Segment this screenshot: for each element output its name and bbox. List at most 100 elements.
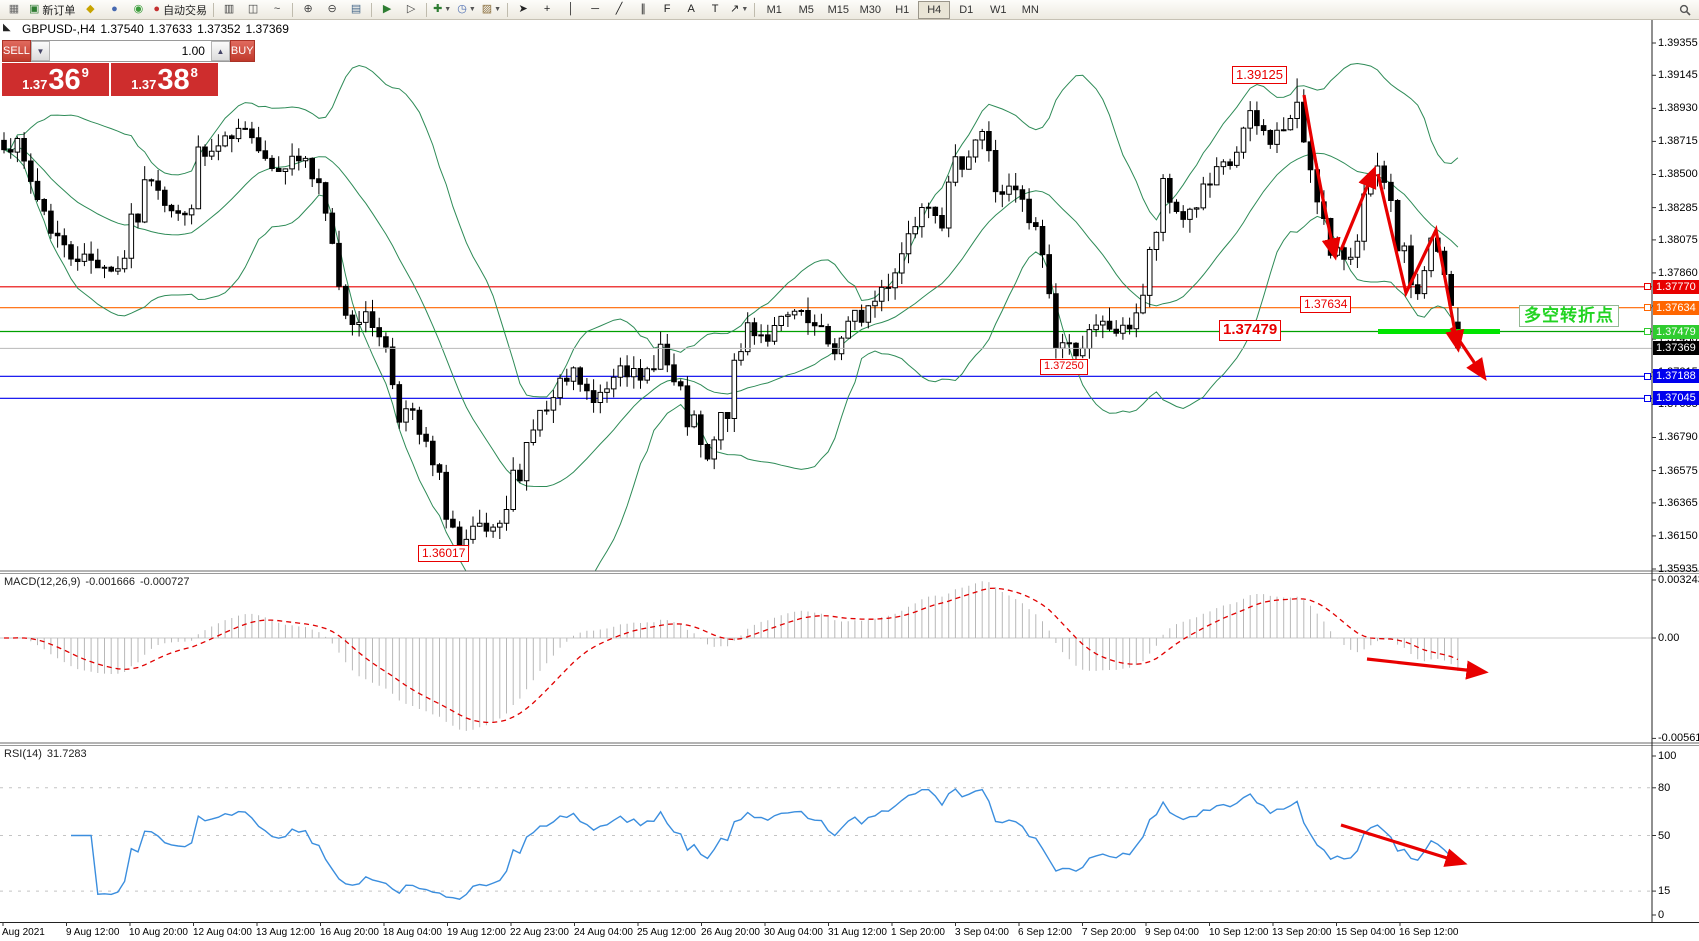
timeframe-m5[interactable]: M5 <box>798 3 814 16</box>
sell-button[interactable]: SELL <box>2 40 31 62</box>
line-endpoint-marker[interactable] <box>1644 283 1651 290</box>
templates-icon[interactable]: ▨ ▼ <box>481 3 502 15</box>
time-label: 18 Aug 04:00 <box>383 927 442 938</box>
crosshair-icon[interactable]: + <box>543 3 551 15</box>
bar-chart-icon[interactable]: ▥ <box>223 3 235 15</box>
rsi-indicator <box>0 787 1652 900</box>
label-icon[interactable]: T <box>711 3 719 15</box>
line-endpoint-marker[interactable] <box>1644 395 1651 402</box>
timeframe-h1[interactable]: H1 <box>895 3 910 16</box>
price-tag: 1.37479 <box>1653 325 1699 339</box>
timeframe-m30[interactable]: M30 <box>859 3 881 16</box>
price-tick: 1.36790 <box>1658 431 1698 443</box>
price-tick: 1.38500 <box>1658 168 1698 180</box>
auto-scroll-icon[interactable]: ▶ <box>382 3 392 15</box>
time-label: 19 Aug 12:00 <box>447 927 506 938</box>
timeframe-m1[interactable]: M1 <box>766 3 782 16</box>
alerts-icon[interactable]: ◉ <box>133 3 144 15</box>
candlestick-chart-icon[interactable]: ◫ <box>247 3 259 15</box>
time-label: 6 Sep 12:00 <box>1018 927 1072 938</box>
timeframe-mn[interactable]: MN <box>1021 3 1039 16</box>
zoom-out-icon[interactable]: ⊖ <box>327 3 337 15</box>
price-tag: 1.37188 <box>1653 369 1699 383</box>
toolbar-separator <box>426 2 428 17</box>
peak-price-label[interactable]: 1.39125 <box>1232 66 1287 85</box>
time-label: 31 Aug 12:00 <box>828 927 887 938</box>
horizontal-line-icon[interactable]: ─ <box>591 3 599 15</box>
turning-point-label[interactable]: 多空转折点 <box>1519 305 1619 328</box>
toolbar-icons: ▦ ▣ 新订单 ◆ ● ◉ ● 自动交易 ▥ ◫ ~ ⊕ ⊖ ▤ ▶ ▷ ✚ ▼ ◷ ▼ ▨ ▼ ➤ + │ ─ ╱ ∥ F A T ↗ ▼ <box>2 0 758 19</box>
price-tick: 1.35935 <box>1658 563 1698 575</box>
one-click-collapse-icon[interactable]: ◣ <box>3 22 11 33</box>
vertical-line-icon[interactable]: │ <box>567 3 575 15</box>
indicators-icon[interactable]: ✚ ▼ <box>433 3 452 15</box>
timeframe-w1[interactable]: W1 <box>990 3 1007 16</box>
search-icon[interactable] <box>1673 0 1697 19</box>
zoom-in-icon[interactable]: ⊕ <box>303 3 313 15</box>
channel-icon[interactable]: ∥ <box>640 3 646 15</box>
volume-increase-button[interactable]: ▲ <box>210 41 230 61</box>
time-label: 3 Sep 04:00 <box>955 927 1009 938</box>
chevron-down-icon: ▼ <box>741 6 749 13</box>
drop-arrow <box>1302 94 1341 261</box>
buy-quote[interactable]: 1.37 38 8 <box>111 63 218 96</box>
chart-styler-icon[interactable]: ◆ <box>86 3 95 15</box>
volume-spinner: ▼ ▲ <box>30 40 230 62</box>
lower-support-price-label[interactable]: 1.37250 <box>1040 359 1088 375</box>
price-tick: 1.38930 <box>1658 102 1698 114</box>
price-tick: 1.37860 <box>1658 267 1698 279</box>
macd-indicator <box>0 581 1652 731</box>
price-tick: 1.36365 <box>1658 497 1698 509</box>
trendline-icon[interactable]: ╱ <box>615 3 623 15</box>
sell-quote[interactable]: 1.37 36 9 <box>2 63 109 96</box>
new-order-icon[interactable]: ▣ 新订单 <box>29 3 76 17</box>
ohlc-high: 1.37633 <box>148 22 193 36</box>
time-label: 22 Aug 23:00 <box>510 927 569 938</box>
time-label: 12 Aug 04:00 <box>193 927 252 938</box>
support-price-label[interactable]: 1.37479 <box>1219 320 1282 341</box>
timeframe-toolbar: M1 M5 M15 M30 H1 H4 D1 W1 MN <box>758 0 1046 19</box>
arrows-icon[interactable]: ↗ ▼ <box>730 3 749 15</box>
periods-icon[interactable]: ◷ ▼ <box>457 3 476 15</box>
chart-title: GBPUSD-,H4 1.37540 1.37633 1.37352 1.37369 <box>22 22 294 36</box>
volume-input[interactable] <box>49 41 211 61</box>
time-label: 16 Aug 20:00 <box>320 927 379 938</box>
line-chart-icon[interactable]: ~ <box>273 3 281 15</box>
line-endpoint-marker[interactable] <box>1644 328 1651 335</box>
tile-windows-icon[interactable]: ▤ <box>350 3 362 15</box>
price-tick: 1.38715 <box>1658 135 1698 147</box>
time-label: 24 Aug 04:00 <box>574 927 633 938</box>
neckline-price-label[interactable]: 1.37634 <box>1300 296 1352 313</box>
line-endpoint-marker[interactable] <box>1644 304 1651 311</box>
buy-button[interactable]: BUY <box>229 40 255 62</box>
price-tag-current: 1.37369 <box>1653 341 1699 355</box>
time-label: 9 Aug 12:00 <box>66 927 120 938</box>
candlesticks <box>1 78 1461 557</box>
chart-shift-icon[interactable]: ▷ <box>406 3 416 15</box>
price-tick: 1.38075 <box>1658 234 1698 246</box>
chevron-down-icon: ▼ <box>468 6 476 13</box>
cursor-icon[interactable]: ➤ <box>518 3 528 15</box>
price-tick: 1.39355 <box>1658 37 1698 49</box>
low-price-label[interactable]: 1.36017 <box>418 545 470 562</box>
timeframe-h4[interactable]: H4 <box>918 0 951 19</box>
text-icon[interactable]: A <box>687 3 695 15</box>
rsi-axis-tick: 0 <box>1658 909 1665 921</box>
autotrade-icon[interactable]: ● 自动交易 <box>153 3 208 17</box>
pane-separators <box>0 20 1699 923</box>
new-chart-icon[interactable]: ▦ <box>8 3 20 15</box>
line-endpoint-marker[interactable] <box>1644 373 1651 380</box>
chevron-down-icon: ▼ <box>444 6 452 13</box>
timeframe-d1[interactable]: D1 <box>959 3 974 16</box>
profile-icon[interactable]: ● <box>111 3 118 15</box>
timeframe-m15[interactable]: M15 <box>827 3 849 16</box>
rsi-down-arrow <box>1340 823 1468 867</box>
price-tick: 1.36150 <box>1658 530 1698 542</box>
toolbar-separator <box>507 2 509 17</box>
volume-decrease-button[interactable]: ▼ <box>30 41 50 61</box>
time-label: 10 Aug 20:00 <box>129 927 188 938</box>
time-label: 26 Aug 20:00 <box>701 927 760 938</box>
fibonacci-icon[interactable]: F <box>663 3 671 15</box>
